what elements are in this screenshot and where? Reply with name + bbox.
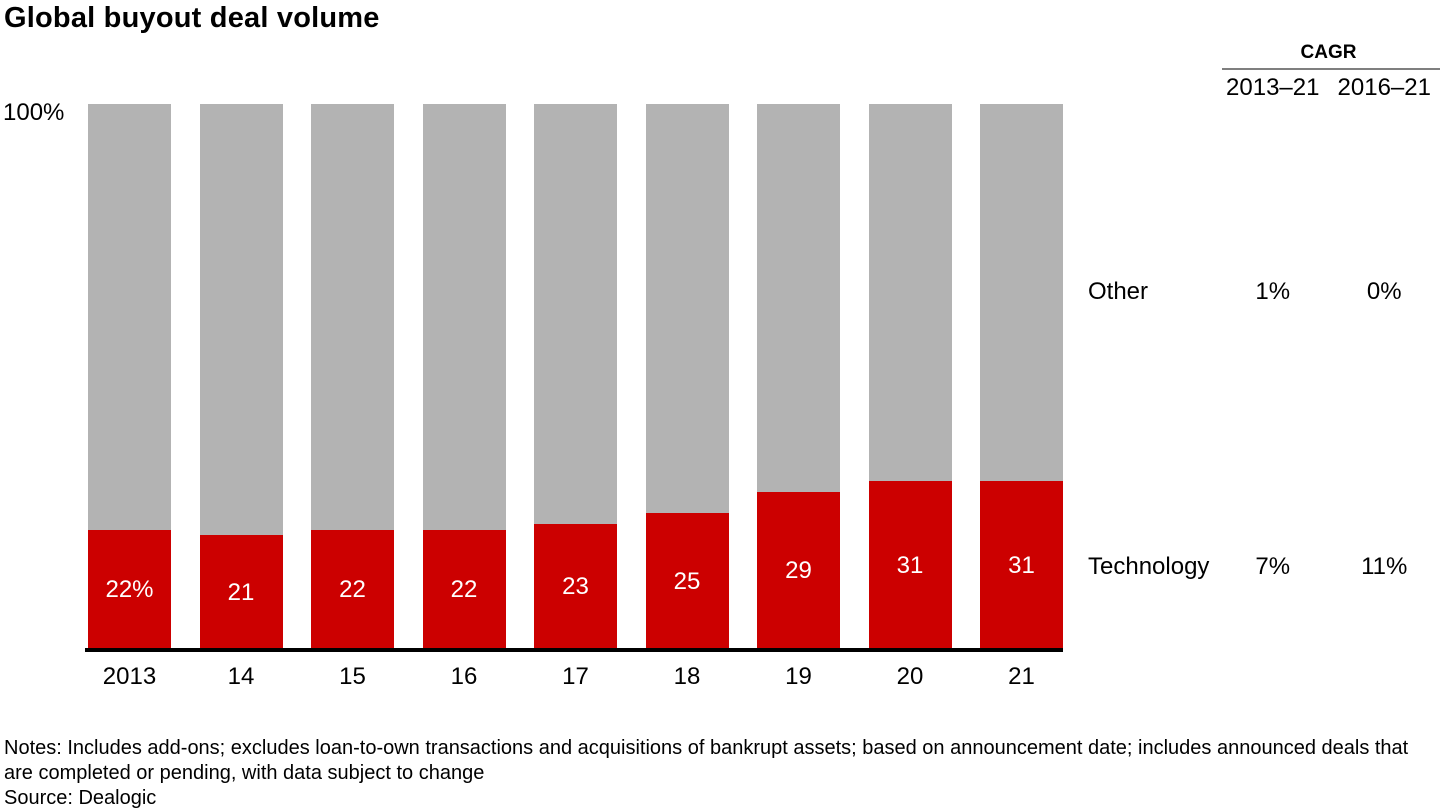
cagr-column-2013-21: 2013–21: [1217, 74, 1329, 102]
bar-segment-other: [646, 104, 729, 513]
cagr-row-other: Other 1% 0%: [1088, 274, 1440, 310]
bar-16: 22: [423, 104, 506, 650]
page-title: Global buyout deal volume: [4, 2, 380, 35]
bar-segment-technology: 31: [869, 481, 952, 650]
bar-value-label: 22%: [105, 576, 153, 604]
bar-value-label: 23: [562, 573, 589, 601]
bar-segment-technology: 22: [311, 530, 394, 650]
cagr-value-technology-2016-21: 11%: [1329, 553, 1440, 581]
bar-value-label: 31: [1008, 552, 1035, 580]
x-axis-label-14: 14: [200, 663, 283, 691]
bar-segment-technology: 22: [423, 530, 506, 650]
bar-2013: 22%: [88, 104, 171, 650]
x-axis-label-18: 18: [646, 663, 729, 691]
bar-segment-technology: 25: [646, 513, 729, 650]
cagr-table-header: CAGR: [1217, 42, 1440, 64]
cagr-value-other-2016-21: 0%: [1329, 278, 1440, 306]
x-axis-label-20: 20: [869, 663, 952, 691]
bar-segment-other: [423, 104, 506, 530]
bar-20: 31: [869, 104, 952, 650]
bar-segment-other: [88, 104, 171, 530]
bar-value-label: 29: [785, 557, 812, 585]
bar-segment-other: [869, 104, 952, 481]
bar-segment-technology: 23: [534, 524, 617, 650]
bar-segment-other: [534, 104, 617, 524]
bar-value-label: 31: [897, 552, 924, 580]
cagr-value-other-2013-21: 1%: [1217, 278, 1329, 306]
footnote-notes: Notes: Includes add-ons; excludes loan-t…: [4, 736, 1438, 786]
x-axis-label-2013: 2013: [88, 663, 171, 691]
bar-segment-technology: 22%: [88, 530, 171, 650]
bar-segment-other: [200, 104, 283, 535]
x-axis-label-16: 16: [423, 663, 506, 691]
cagr-column-headers: 2013–21 2016–21: [1217, 74, 1440, 102]
x-axis-label-15: 15: [311, 663, 394, 691]
series-label-technology: Technology: [1088, 553, 1217, 581]
bar-segment-other: [757, 104, 840, 492]
stacked-bar-chart: 22% 21 22 22 23 25 29 31 31: [88, 104, 1063, 650]
bar-19: 29: [757, 104, 840, 650]
bar-segment-other: [980, 104, 1063, 481]
y-axis-100-label: 100%: [3, 99, 64, 127]
x-axis-label-19: 19: [757, 663, 840, 691]
bar-value-label: 21: [228, 579, 255, 607]
bar-segment-technology: 29: [757, 492, 840, 650]
cagr-value-technology-2013-21: 7%: [1217, 553, 1329, 581]
bar-18: 25: [646, 104, 729, 650]
bar-value-label: 22: [339, 576, 366, 604]
cagr-column-2016-21: 2016–21: [1329, 74, 1440, 102]
bar-segment-technology: 31: [980, 481, 1063, 650]
bar-15: 22: [311, 104, 394, 650]
bar-value-label: 25: [674, 568, 701, 596]
bar-14: 21: [200, 104, 283, 650]
bar-17: 23: [534, 104, 617, 650]
bar-21: 31: [980, 104, 1063, 650]
series-label-other: Other: [1088, 278, 1217, 306]
x-axis-labels: 2013 14 15 16 17 18 19 20 21: [88, 663, 1063, 691]
bar-segment-other: [311, 104, 394, 530]
cagr-header-rule: [1222, 68, 1440, 70]
x-axis-line: [85, 648, 1063, 652]
x-axis-label-17: 17: [534, 663, 617, 691]
x-axis-label-21: 21: [980, 663, 1063, 691]
cagr-row-technology: Technology 7% 11%: [1088, 549, 1440, 585]
footnote-source: Source: Dealogic: [4, 786, 156, 811]
bar-value-label: 22: [451, 576, 478, 604]
bar-segment-technology: 21: [200, 535, 283, 650]
